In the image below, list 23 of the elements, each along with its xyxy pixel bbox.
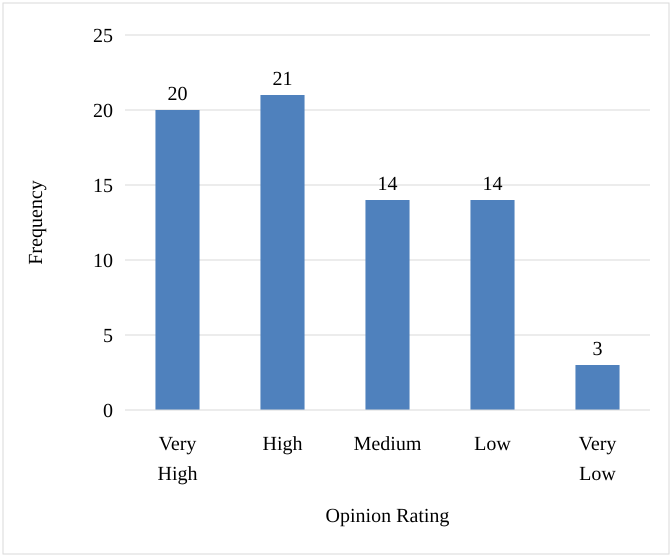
data-label: 14 <box>378 173 398 195</box>
x-tick-label: Very High <box>158 433 198 485</box>
y-axis-title: Frequency <box>25 180 47 265</box>
x-axis-title: Opinion Rating <box>326 505 450 527</box>
bar <box>260 95 305 410</box>
x-tick-label: Very Low <box>578 433 616 485</box>
y-tick-label: 20 <box>93 100 113 122</box>
bar <box>155 110 200 410</box>
y-tick-label: 15 <box>93 175 113 197</box>
bar <box>470 200 515 410</box>
bar <box>365 200 410 410</box>
y-tick-label: 0 <box>103 400 113 422</box>
data-label: 20 <box>168 83 188 105</box>
data-label: 21 <box>272 68 292 90</box>
x-tick-label: Low <box>474 433 512 455</box>
y-tick-label: 10 <box>93 250 113 272</box>
x-tick-label: High <box>262 433 302 455</box>
y-tick-label: 5 <box>103 325 113 347</box>
bar <box>575 365 620 410</box>
data-label: 14 <box>482 173 502 195</box>
x-tick-label: Medium <box>354 433 422 455</box>
data-label: 3 <box>592 338 602 360</box>
y-tick-label: 25 <box>93 25 113 47</box>
